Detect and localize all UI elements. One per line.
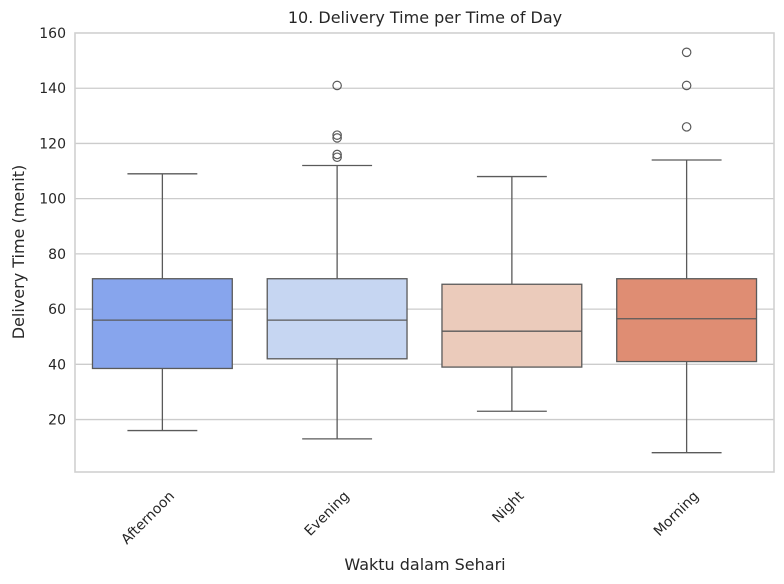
x-tick-label-evening: Evening	[302, 488, 353, 539]
y-tick-label-20: 20	[48, 413, 66, 429]
outlier-evening-0	[332, 152, 342, 163]
x-tick-labels: Afternoon Evening Night Morning	[118, 488, 702, 548]
y-tick-label-100: 100	[39, 192, 66, 208]
y-tick-label-120: 120	[39, 136, 66, 152]
box-night	[441, 175, 583, 412]
outlier-evening-3	[332, 130, 342, 140]
outlier-morning-1	[681, 80, 692, 91]
y-axis-title: Delivery Time (menit)	[9, 165, 28, 340]
outlier-evening-1	[332, 149, 342, 160]
box-morning	[616, 47, 758, 454]
y-tick-labels: 20 40 60 80 100 120 140 160	[39, 26, 66, 429]
plot-area-frame	[74, 32, 775, 473]
iqr-box-afternoon	[91, 278, 233, 370]
y-tick-label-160: 160	[39, 26, 66, 42]
iqr-box-morning	[616, 278, 758, 363]
iqr-box-evening	[266, 278, 408, 360]
y-tick-label-140: 140	[39, 81, 66, 97]
box-afternoon	[91, 173, 233, 432]
outlier-morning-2	[681, 47, 692, 58]
grid-lines	[75, 87, 774, 421]
x-tick-label-night: Night	[490, 488, 528, 526]
y-tick-label-80: 80	[48, 247, 66, 263]
outlier-evening-4	[332, 80, 342, 91]
y-tick-label-60: 60	[48, 302, 66, 318]
outlier-morning-0	[681, 122, 692, 132]
outlier-evening-2	[332, 133, 342, 143]
y-tick-label-40: 40	[48, 357, 66, 373]
box-evening	[266, 80, 408, 440]
x-axis-title: Waktu dalam Sehari	[344, 555, 505, 574]
x-tick-label-morning: Morning	[651, 488, 702, 539]
boxes-layer	[91, 47, 758, 454]
iqr-box-night	[441, 283, 583, 368]
chart-title: 10. Delivery Time per Time of Day	[288, 8, 562, 27]
x-tick-label-afternoon: Afternoon	[118, 488, 178, 548]
